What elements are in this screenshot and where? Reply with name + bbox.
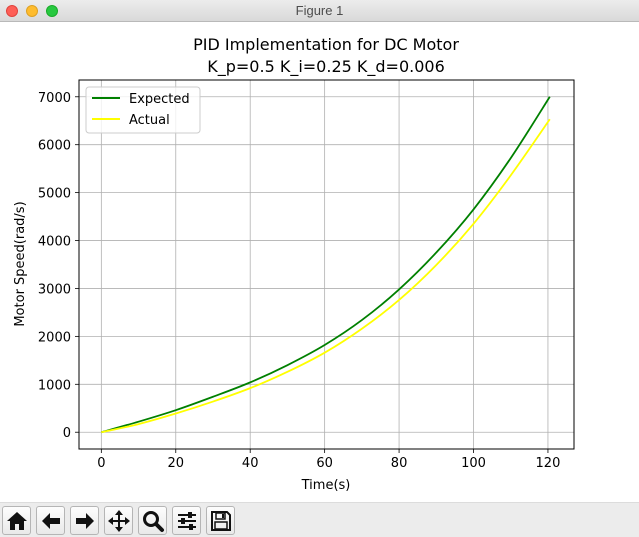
x-tick-label: 120 [536,456,561,471]
window-title: Figure 1 [295,3,344,18]
x-tick-label: 0 [97,456,105,471]
window-titlebar: Figure 1 [0,0,639,22]
x-tick-label: 20 [167,456,184,471]
chart-title-line1: PID Implementation for DC Motor [193,35,459,54]
zoom-button[interactable] [138,506,167,535]
x-tick-label: 100 [461,456,486,471]
legend: Expected Actual [85,86,201,134]
y-tick-label: 3000 [38,282,71,297]
y-tick-label: 2000 [38,330,71,345]
configure-subplots-button[interactable] [172,506,201,535]
legend-label-expected: Expected [129,92,190,107]
close-window-button[interactable] [6,5,18,17]
series-lines [101,96,551,434]
move-icon [108,510,130,532]
pan-button[interactable] [104,506,133,535]
x-tick-label: 60 [316,456,333,471]
sliders-icon [178,512,196,530]
axis-ticks: 0 20 40 60 80 100 120 0 1000 2000 3000 4000 5000 6000… [38,91,560,471]
x-tick-label: 40 [242,456,259,471]
y-tick-label: 1000 [38,378,71,393]
arrow-left-icon [42,513,60,529]
x-axis-label: Time(s) [301,478,351,493]
floppy-disk-icon [211,511,231,531]
home-button[interactable] [2,506,31,535]
legend-label-actual: Actual [129,113,170,128]
minimize-window-button[interactable] [26,5,38,17]
x-tick-label: 80 [391,456,408,471]
arrow-right-icon [76,513,94,529]
series-line-expected [101,96,551,434]
magnifier-icon [143,511,164,532]
back-button[interactable] [36,506,65,535]
y-tick-label: 4000 [38,235,71,250]
chart-title-line2: K_p=0.5 K_i=0.25 K_d=0.006 [207,57,445,77]
grid [79,80,574,449]
y-tick-label: 7000 [38,91,71,106]
y-tick-label: 0 [63,426,71,441]
series-line-actual [101,118,551,434]
line-chart: PID Implementation for DC Motor K_p=0.5 … [13,35,575,493]
y-tick-label: 5000 [38,187,71,202]
home-icon [7,512,27,530]
plot-area-frame [78,79,575,450]
y-axis-label: Motor Speed(rad/s) [13,201,28,326]
figure-canvas: PID Implementation for DC Motor K_p=0.5 … [0,22,639,502]
maximize-window-button[interactable] [46,5,58,17]
forward-button[interactable] [70,506,99,535]
y-tick-label: 6000 [38,139,71,154]
save-button[interactable] [206,506,235,535]
navigation-toolbar [0,502,639,537]
